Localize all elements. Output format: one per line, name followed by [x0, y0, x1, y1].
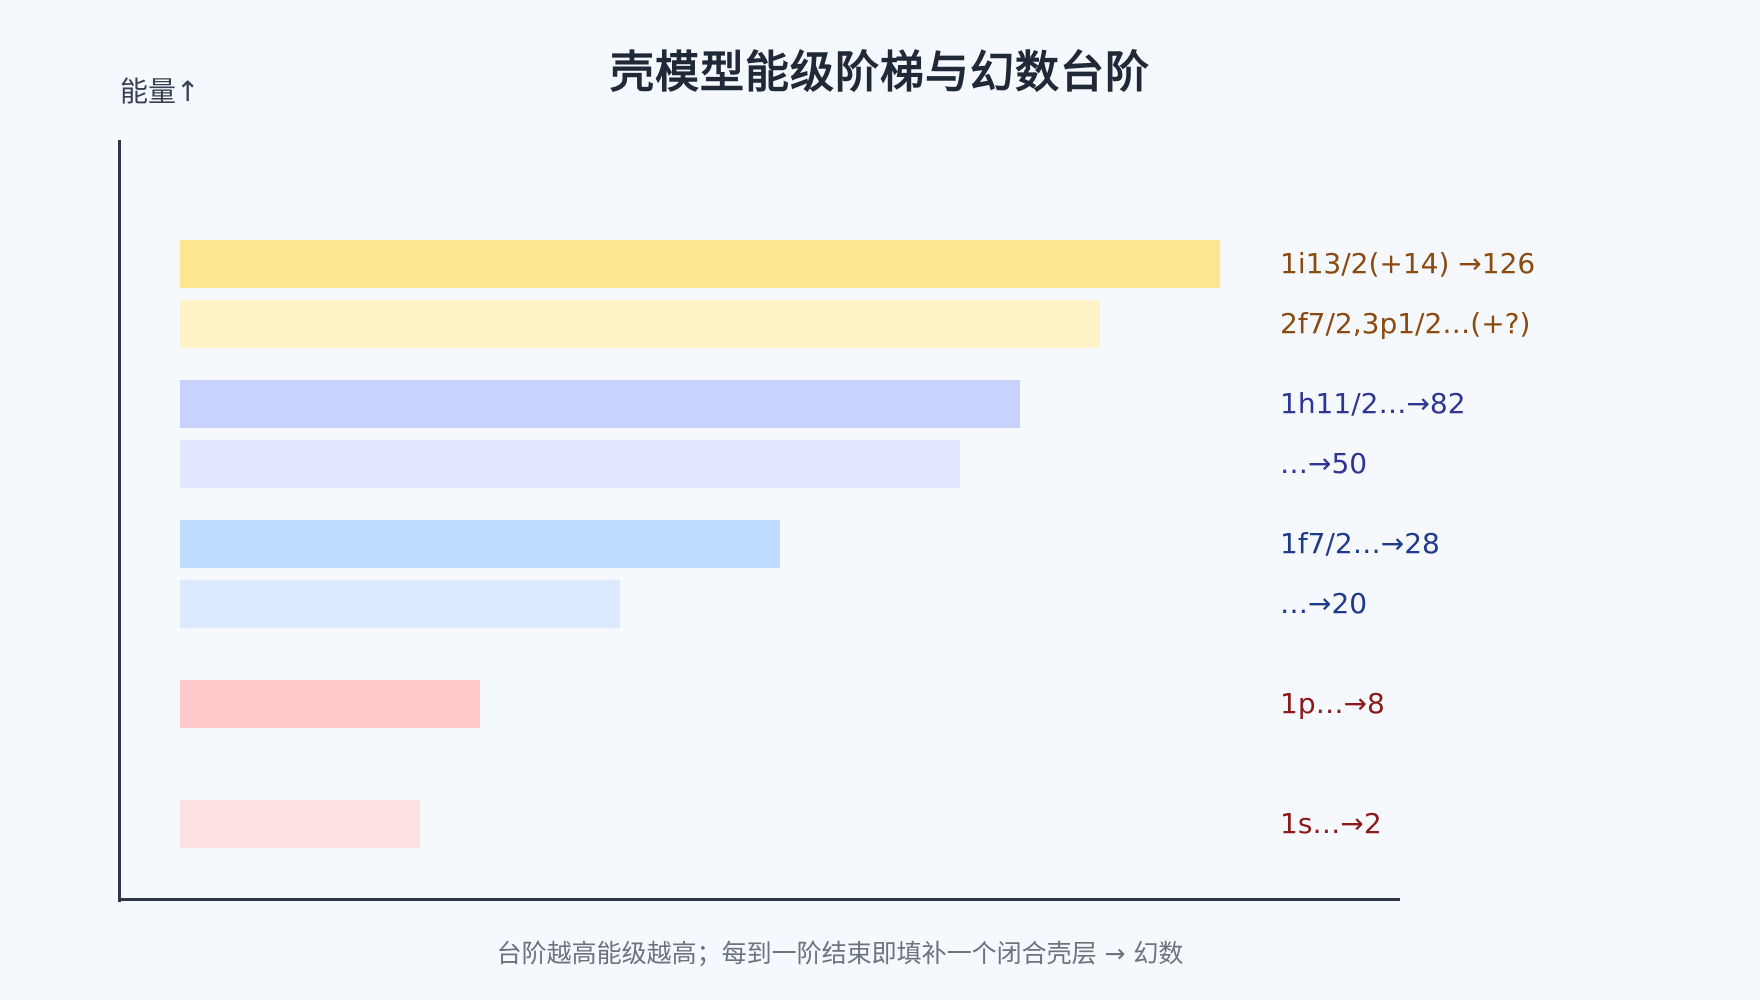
- level-label: 1s…→2: [1280, 807, 1382, 840]
- level-bar: [180, 520, 780, 568]
- level-bar: [180, 380, 1020, 428]
- level-label: 1p…→8: [1280, 687, 1385, 720]
- level-label: …→20: [1280, 587, 1368, 620]
- level-bar: [180, 440, 960, 488]
- level-bar: [180, 680, 480, 728]
- level-label: …→50: [1280, 447, 1368, 480]
- level-bar: [180, 800, 420, 848]
- y-axis-line: [118, 140, 121, 902]
- level-label: 1i13/2(+14) →126: [1280, 247, 1536, 280]
- level-label: 1h11/2…→82: [1280, 387, 1466, 420]
- level-label: 1f7/2…→28: [1280, 527, 1440, 560]
- level-bar: [180, 580, 620, 628]
- diagram-caption: 台阶越高能级越高；每到一阶结束即填补一个闭合壳层 → 幻数: [496, 939, 1184, 968]
- y-axis-label: 能量↑: [120, 75, 200, 108]
- level-bar: [180, 300, 1100, 348]
- level-bar: [180, 240, 1220, 288]
- level-label: 2f7/2,3p1/2…(+?): [1280, 307, 1531, 340]
- x-axis-line: [118, 898, 1400, 901]
- diagram-title: 壳模型能级阶梯与幻数台阶: [610, 47, 1150, 98]
